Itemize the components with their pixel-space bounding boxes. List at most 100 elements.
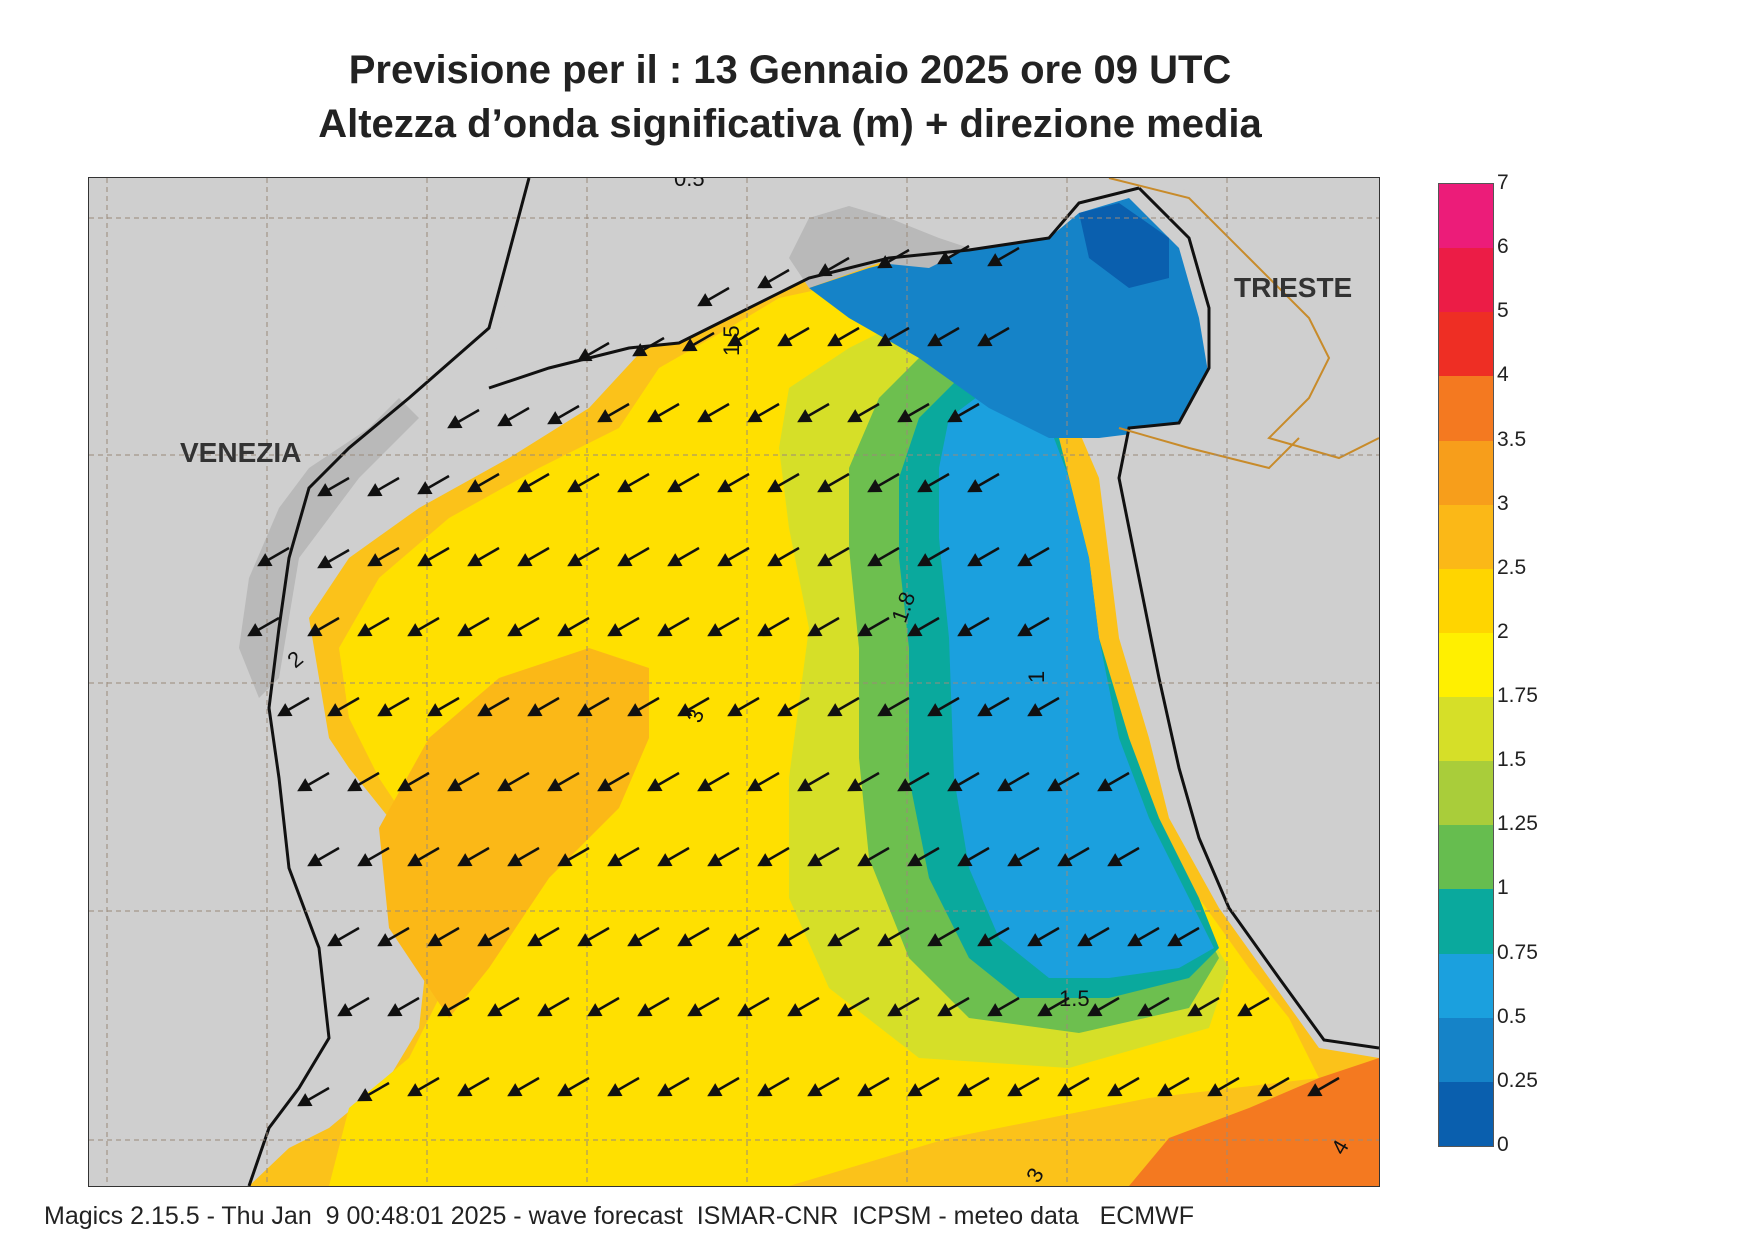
legend-level-label: 1.25 (1497, 812, 1538, 836)
wave-direction-arrowhead (627, 703, 643, 717)
wave-direction-arrowhead (367, 483, 383, 497)
wave-direction-arrowhead (787, 1003, 803, 1017)
wave-direction-arrowhead (737, 1003, 753, 1017)
wave-direction-arrowhead (1037, 1003, 1053, 1017)
wave-direction-arrowhead (407, 623, 423, 637)
wave-direction-arrowhead (747, 778, 763, 792)
wave-direction-arrowhead (577, 348, 593, 362)
wave-direction-arrowhead (447, 415, 463, 429)
wave-direction-arrowhead (757, 853, 773, 867)
wave-direction-arrowhead (857, 1083, 873, 1097)
wave-direction-arrowhead (667, 479, 683, 493)
wave-direction-arrowhead (682, 338, 698, 352)
legend-color-box (1439, 568, 1493, 633)
coastline-north (488, 186, 1140, 390)
wave-direction-arrowhead (977, 933, 993, 947)
wave-direction-arrowhead (647, 409, 663, 423)
legend-color-box (1439, 312, 1493, 377)
legend-color-box (1439, 825, 1493, 890)
wave-direction-arrowhead (1017, 623, 1033, 637)
legend-color-box (1439, 1017, 1493, 1082)
legend-level-label: 7 (1497, 171, 1509, 194)
map-subtitle: Altezza d’onda significativa (m) + direz… (318, 102, 1262, 146)
wave-direction-arrowhead (297, 1093, 313, 1107)
wave-direction-arrowhead (777, 333, 793, 347)
wave-direction-arrowhead (1057, 853, 1073, 867)
wave-direction-arrowhead (957, 853, 973, 867)
wave-direction-arrowhead (927, 933, 943, 947)
footer-credits: Magics 2.15.5 - Thu Jan 9 00:48:01 2025 … (44, 1202, 1194, 1230)
city-label-trieste: TRIESTE (1234, 272, 1353, 303)
wave-direction-arrowhead (907, 1083, 923, 1097)
wave-direction-arrowhead (607, 853, 623, 867)
wave-direction-arrowhead (487, 1003, 503, 1017)
wave-direction-arrowhead (757, 623, 773, 637)
graticule (89, 178, 1379, 1186)
wave-direction-arrowhead (577, 933, 593, 947)
wave-direction-arrowhead (817, 479, 833, 493)
wave-direction-arrowhead (467, 479, 483, 493)
wave-direction-arrowhead (847, 409, 863, 423)
wave-direction-arrowhead (847, 778, 863, 792)
land-east (1119, 178, 1379, 1048)
wave-direction-arrowhead (357, 1088, 373, 1102)
wave-direction-arrowhead (817, 553, 833, 567)
wave-direction-arrowhead (947, 409, 963, 423)
wave-direction-arrowhead (977, 333, 993, 347)
wave-direction-arrowhead (837, 1003, 853, 1017)
legend-level-label: 1 (1497, 876, 1509, 900)
wave-direction-arrowhead (557, 853, 573, 867)
wave-direction-arrowhead (427, 703, 443, 717)
wave-direction-arrowhead (317, 483, 333, 497)
wave-direction-arrowhead (1007, 1083, 1023, 1097)
wave-direction-arrowhead (967, 479, 983, 493)
legend-color-box (1439, 953, 1493, 1018)
wave-direction-arrowhead (607, 1083, 623, 1097)
legend-color-box (1439, 889, 1493, 954)
wave-direction-arrowhead (577, 703, 593, 717)
wave-direction-arrowhead (417, 553, 433, 567)
wave-direction-arrowhead (457, 623, 473, 637)
wave-direction-arrowhead (337, 1003, 353, 1017)
wave-direction-arrowhead (257, 553, 273, 567)
wave-direction-arrowhead (877, 255, 893, 269)
wave-direction-arrowhead (757, 275, 773, 289)
wave-direction-arrowhead (897, 778, 913, 792)
wave-direction-arrowhead (347, 778, 363, 792)
legend-level-label: 5 (1497, 299, 1509, 323)
wave-direction-arrowhead (887, 1003, 903, 1017)
wave-direction-arrowhead (717, 479, 733, 493)
wave-direction-arrowhead (697, 778, 713, 792)
wave-direction-arrowhead (637, 1003, 653, 1017)
contour-label-1-5-north: 1.5 (719, 325, 744, 356)
wave-direction-arrowhead (757, 1083, 773, 1097)
wave-direction-arrowhead (1207, 1083, 1223, 1097)
wave-direction-arrowhead (1187, 1003, 1203, 1017)
legend-level-label: 6 (1497, 235, 1509, 259)
legend-level-label: 0.75 (1497, 940, 1538, 964)
wave-direction-arrowhead (957, 1083, 973, 1097)
wave-direction-arrowhead (607, 623, 623, 637)
wave-direction-arrows (247, 244, 1340, 1107)
wave-direction-arrowhead (957, 623, 973, 637)
wave-direction-arrowhead (537, 1003, 553, 1017)
wave-direction-arrowhead (677, 703, 693, 717)
wave-direction-arrowhead (807, 853, 823, 867)
wave-direction-arrowhead (567, 479, 583, 493)
legend-level-label: 2.5 (1497, 555, 1527, 579)
wave-direction-arrowhead (317, 555, 333, 569)
wave-direction-arrowhead (327, 703, 343, 717)
wave-direction-arrowhead (977, 703, 993, 717)
wave-direction-arrowhead (807, 623, 823, 637)
wave-direction-arrowhead (547, 778, 563, 792)
wave-direction-arrowhead (797, 778, 813, 792)
wave-direction-arrowhead (657, 853, 673, 867)
wave-direction-arrowhead (357, 623, 373, 637)
wave-direction-arrowhead (1077, 933, 1093, 947)
wave-direction-arrowhead (547, 411, 563, 425)
contour-label-0-5: 0.5 (674, 178, 705, 191)
wave-direction-arrowhead (377, 933, 393, 947)
legend-level-label: 1.5 (1497, 748, 1527, 772)
wave-direction-arrowhead (967, 553, 983, 567)
wave-direction-arrowhead (677, 933, 693, 947)
